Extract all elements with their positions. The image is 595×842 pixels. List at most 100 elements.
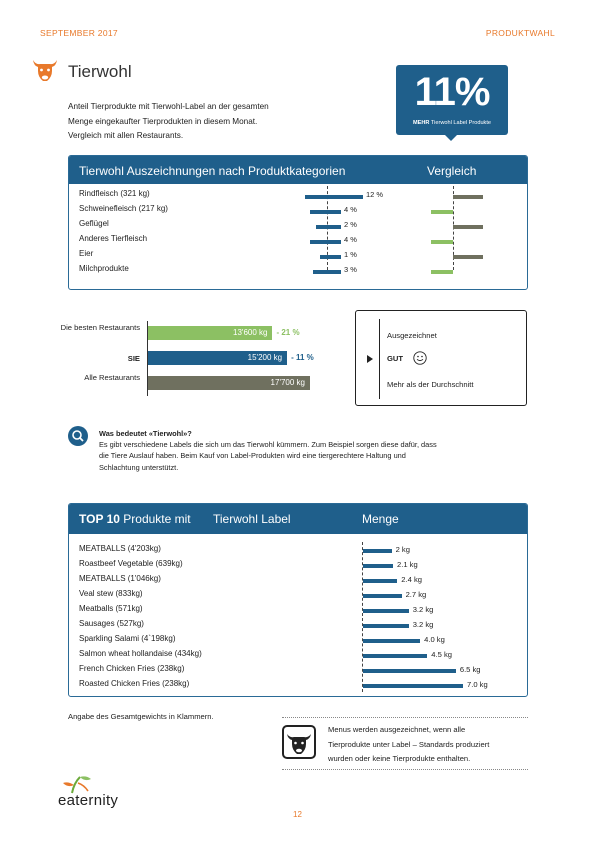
brand-name: eaternity xyxy=(58,792,119,809)
category-label: Geflügel xyxy=(79,219,109,228)
intro-line: Anteil Tierprodukte mit Tierwohl-Label a… xyxy=(68,102,269,111)
quantity-header: Menge xyxy=(362,512,399,526)
top10-item-name: Sparkling Salami (4`198kg) xyxy=(79,634,176,643)
top10-bar xyxy=(363,669,456,673)
top10-title-b: Tierwohl Label xyxy=(213,512,291,526)
compare-title: Vergleich xyxy=(427,164,477,178)
top10-item-name: Roasted Chicken Fries (238kg) xyxy=(79,679,190,688)
cow-label-icon xyxy=(282,725,316,759)
comparison-chart: Die besten Restaurants 13'600 kg - 21 % SIE… xyxy=(60,318,350,398)
menu-note-line: Tierprodukte unter Label – Standards pro… xyxy=(328,739,490,749)
top10-bar xyxy=(363,684,463,688)
note-divider-bottom xyxy=(282,769,528,770)
top10-axis xyxy=(362,542,363,692)
header-date: SEPTEMBER 2017 xyxy=(40,28,118,38)
top10-bar xyxy=(363,639,421,643)
legend-current: GUT xyxy=(387,354,404,363)
top10-item-name: Sausages (527kg) xyxy=(79,619,144,628)
eaternity-logo: eaternity xyxy=(58,773,118,809)
top10-value: 6.5 kg xyxy=(459,665,481,674)
info-line: Schlachtung unterstützt. xyxy=(99,462,179,472)
compare-bar xyxy=(431,210,453,214)
categories-rows: Rindfleisch (321 kg) 12 % Schweinefleisch … xyxy=(69,184,527,290)
stat-label-text: Tierwohl Label Produkte xyxy=(430,120,492,126)
category-bar xyxy=(305,195,363,199)
info-line: Es gibt verschiedene Labels die sich um … xyxy=(99,440,437,450)
categories-panel-header: Tierwohl Auszeichnungen nach Produktkate… xyxy=(69,156,527,184)
intro-text: Anteil Tierprodukte mit Tierwohl-Label a… xyxy=(68,100,269,144)
category-bar xyxy=(309,210,341,214)
header-section: PRODUKTWAHL xyxy=(485,28,555,38)
compare-bar xyxy=(453,255,483,259)
top10-item-name: Salmon wheat hollandaise (434kg) xyxy=(79,649,202,658)
menu-note: Menus werden ausgezeichnet, wenn alle Ti… xyxy=(328,723,533,767)
top10-item-name: MEATBALLS (1'046kg) xyxy=(79,574,161,583)
category-value: 4 % xyxy=(344,235,357,244)
comparison-diff: - 11 % xyxy=(291,353,314,362)
comparison-label: Alle Restaurants xyxy=(84,373,140,382)
top10-bar xyxy=(363,609,409,613)
compare-bar xyxy=(431,240,453,244)
page-number: 12 xyxy=(293,810,302,819)
info-block: Was bedeutet «Tierwohl»? Es gibt verschi… xyxy=(99,428,539,473)
category-value: 4 % xyxy=(344,205,357,214)
legend-bottom: Mehr als der Durchschnitt xyxy=(387,380,474,389)
top10-rows: MEATBALLS (4'203kg) 2 kg Roastbeef Vegetab… xyxy=(69,534,527,694)
info-line: die Tiere Auslauf haben. Beim Kauf von L… xyxy=(99,451,406,461)
comparison-label: Die besten Restaurants xyxy=(60,323,140,332)
comparison-axis xyxy=(147,321,148,396)
menu-note-line: Menus werden ausgezeichnet, wenn alle xyxy=(328,725,466,734)
category-label: Rindfleisch (321 kg) xyxy=(79,189,150,198)
stat-label-bold: MEHR xyxy=(412,120,430,126)
stat-value: 11% xyxy=(414,70,491,114)
compare-bar xyxy=(431,270,453,274)
top10-value: 2.4 kg xyxy=(401,575,422,584)
category-value: 1 % xyxy=(344,250,357,259)
comparison-bar: 13'600 kg xyxy=(148,326,273,340)
comparison-label: SIE xyxy=(127,354,140,363)
intro-line: Vergleich mit allen Restaurants. xyxy=(68,131,184,140)
comparison-bar: 17'700 kg xyxy=(148,376,310,390)
stat-pointer xyxy=(444,134,458,141)
rating-legend: Ausgezeichnet GUT Mehr als der Durchschn… xyxy=(355,310,527,406)
top10-value: 2 kg xyxy=(395,545,410,554)
top10-panel: TOP 10 Produkte mit Tierwohl Label Menge… xyxy=(68,503,528,697)
top10-bar xyxy=(363,594,402,598)
top10-item-name: Roastbeef Vegetable (639kg) xyxy=(79,559,183,568)
category-bar xyxy=(313,270,341,274)
category-value: 2 % xyxy=(344,220,357,229)
compare-bar xyxy=(453,195,483,199)
top10-value: 3.2 kg xyxy=(412,605,434,614)
cow-icon xyxy=(30,54,60,89)
section-title: Tierwohl xyxy=(68,62,132,81)
comparison-diff: - 21 % xyxy=(276,328,300,337)
stat-label: MEHR Tierwohl Label Produkte xyxy=(396,120,508,126)
top10-title: TOP 10 Produkte mit xyxy=(79,512,191,526)
stat-box: 11% MEHR Tierwohl Label Produkte xyxy=(396,65,508,141)
note-divider-top xyxy=(282,717,528,718)
smiley-icon xyxy=(413,351,427,370)
category-bar xyxy=(309,240,341,244)
category-bar xyxy=(319,255,341,259)
top10-title-a: Produkte mit xyxy=(123,512,191,526)
top10-item-name: French Chicken Fries (238kg) xyxy=(79,664,185,673)
top10-bar xyxy=(363,564,393,568)
compare-bar xyxy=(453,225,483,229)
categories-panel: Tierwohl Auszeichnungen nach Produktkate… xyxy=(68,155,528,290)
top10-header: TOP 10 Produkte mit Tierwohl Label Menge xyxy=(69,504,527,534)
intro-line: Menge eingekaufter Tierprodukten in dies… xyxy=(68,116,258,126)
top10-title-bold: TOP 10 xyxy=(79,512,120,526)
category-bar xyxy=(316,225,341,229)
categories-title: Tierwohl Auszeichnungen nach Produktkate… xyxy=(79,164,346,178)
category-label: Anderes Tierfleisch xyxy=(79,234,148,243)
top10-value: 4.0 kg xyxy=(424,635,445,644)
legend-top: Ausgezeichnet xyxy=(387,331,437,340)
top10-bar xyxy=(363,579,398,583)
footnote: Angabe des Gesamtgewichts in Klammern. xyxy=(68,712,214,721)
top10-bar xyxy=(363,624,409,628)
top10-value: 4.5 kg xyxy=(431,650,452,659)
menu-note-line: wurden oder keine Tierprodukte enthalten… xyxy=(328,754,471,763)
top10-bar xyxy=(363,654,428,658)
legend-axis xyxy=(379,319,380,399)
top10-bar xyxy=(363,549,392,553)
